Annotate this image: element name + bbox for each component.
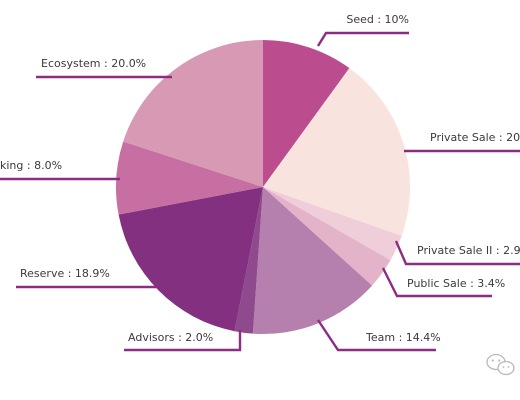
- leader-line-public-sale: [381, 267, 492, 298]
- slice-label-private-sale-ii: Private Sale II : 2.9%: [417, 244, 520, 257]
- slice-label-public-sale: Public Sale : 3.4%: [407, 277, 505, 290]
- pie-slice-advisors: [234, 187, 263, 334]
- pie-slice-seed: [263, 39, 350, 187]
- wechat-icon: [486, 353, 515, 376]
- pie-slice-public-sale: [263, 187, 391, 286]
- leader-line-seed: [316, 31, 409, 47]
- slices-group: [115, 39, 410, 335]
- pie-slice-staking: [115, 141, 263, 215]
- pie-slice-ecosystem: [123, 39, 263, 187]
- slice-label-reserve: Reserve : 18.9%: [20, 267, 110, 280]
- slice-label-ecosystem: Ecosystem : 20.0%: [41, 57, 146, 70]
- leader-line-private-sale-ii: [394, 240, 520, 266]
- slice-label-team: Team : 14.4%: [365, 331, 441, 344]
- pie-slice-reserve: [118, 187, 263, 332]
- slice-label-advisors: Advisors : 2.0%: [128, 331, 213, 344]
- leader-line-advisors: [124, 330, 242, 352]
- pie-slice-team: [252, 187, 373, 335]
- leader-lines-group: [0, 31, 520, 352]
- slice-label-private-sale: Private Sale : 20.4: [430, 131, 520, 144]
- slice-label-seed: Seed : 10%: [346, 13, 409, 26]
- leader-line-team: [317, 319, 436, 352]
- pie-slice-private-sale-ii: [263, 187, 402, 261]
- slice-label-staking: king : 8.0%: [0, 159, 62, 172]
- pie-slice-private-sale: [263, 68, 410, 236]
- labels-group: Seed : 10% Private Sale : 20.4 Private Sal…: [0, 13, 520, 344]
